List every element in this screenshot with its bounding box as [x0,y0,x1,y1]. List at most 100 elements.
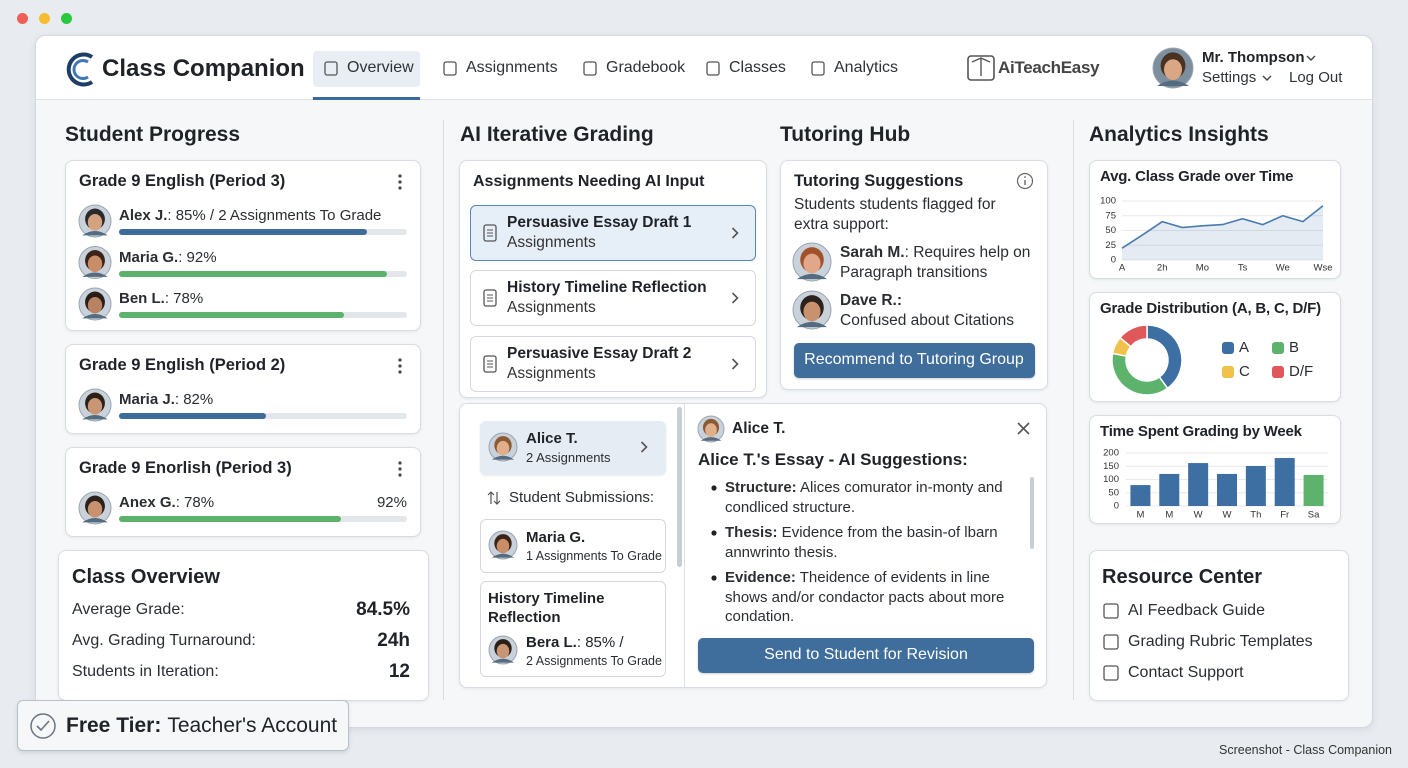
class-card [65,344,421,434]
submissions-heading: Student Submissions: [509,489,655,507]
section-title: Tutoring Hub [780,123,911,147]
suggestion-text: Theidence of evidents in line shows and/… [725,569,1005,625]
assignment-sub: Assignments [507,364,596,382]
screenshot-caption: Screenshot - Class Companion [1219,742,1392,757]
student-name: Sarah M. [840,244,905,261]
suggestion: Structure: Alices comurator in-monty and… [725,478,1015,517]
suggestion-text: Evidence from the basin-of lbarn annwrin… [725,524,998,561]
student-row: Bera L.: 85% / [526,633,624,653]
button-label[interactable]: Recommend to Tutoring Group [804,350,1024,368]
free-tier-label: Free Tier: [66,714,162,738]
chart-title: Grade Distribution (A, B, C, D/F) [1100,300,1321,318]
progress-fill [119,312,344,318]
chart-title: Avg. Class Grade over Time [1100,168,1294,186]
review-title: Alice T.'s Essay - AI Suggestions: [698,449,968,469]
class-name: Grade 9 Enorlish (Period 3) [79,459,292,478]
assignment-item[interactable] [470,270,756,326]
column-divider [443,120,444,700]
nav-label[interactable]: Classes [729,58,786,76]
student-note: : [896,292,903,309]
student-extra: 92% [376,494,407,512]
class-name: Grade 9 English (Period 3) [79,172,286,191]
stat-label: Average Grade: [72,600,185,618]
nav-label[interactable]: Gradebook [606,58,686,76]
revision-button[interactable] [698,638,1034,673]
suggestion-label: Evidence: [725,569,796,586]
nav-label[interactable]: Analytics [834,58,899,76]
student-detail: 2 Assignments [526,449,611,465]
brand-name: AiTeachEasy [998,57,1100,77]
student-row: Maria J.: 82% [119,390,213,410]
progress-fill [119,270,387,277]
suggestion: Thesis: Evidence from the basin-of lbarn… [725,523,1015,562]
free-tier-badge [17,700,349,751]
submission-title: History Timeline Reflection [488,590,605,626]
student-detail: : 78% [164,290,204,308]
student-row: Ben L.: 78% [119,289,203,309]
student-detail: : 78% [175,494,215,512]
nav-label[interactable]: Assignments [466,58,558,76]
window-dot [39,13,50,24]
nav-label[interactable]: Overview [347,58,414,76]
progress-fill [119,516,341,522]
student-name: Dave R. [840,292,897,309]
assignment-item[interactable] [470,336,756,392]
scrollbar [677,407,682,567]
section-title: Student Progress [65,123,241,147]
assignment-sub: Assignments [507,233,596,251]
suggestion-label: Structure: [725,479,797,496]
logout-link[interactable]: Log Out [1289,69,1343,87]
assignment-title[interactable]: History Timeline Reflection [507,278,707,296]
card-title: Resource Center [1102,566,1263,588]
class-name: Grade 9 English (Period 2) [79,356,286,375]
scrollbar [1030,477,1034,549]
student-note: : Requires help on Paragraph transitions [840,244,1031,281]
free-tier-account: Teacher's Account [167,714,338,738]
tutoring-intro: Students students flagged for extra supp… [794,196,996,233]
student-name: Maria J. [119,391,175,409]
section-title: Analytics Insights [1089,123,1269,147]
user-name[interactable]: Mr. Thompson [1202,49,1305,67]
student-detail: : 92% [178,248,217,266]
class-overview-card [58,550,429,701]
resource-link[interactable]: AI Feedback Guide [1128,601,1265,619]
student-score: : 85% / [576,634,624,652]
panel-title: Assignments Needing AI Input [473,172,705,190]
assignment-title[interactable]: Persuasive Essay Draft 2 [507,344,692,362]
class-card [65,160,421,331]
stat-label: Students in Iteration: [72,662,219,680]
class-card [65,447,421,537]
review-student: Alice T. [732,419,786,437]
flagged-student: Dave R.: [840,291,1035,311]
assignment-item[interactable] [470,205,756,261]
student-row: Anex G.: 78% [119,493,214,513]
assignment-title[interactable]: Persuasive Essay Draft 1 [507,213,692,231]
card-title: Class Overview [72,566,220,588]
progress-fill [119,229,367,235]
student-name: Alice T. [526,430,578,448]
chart-title: Time Spent Grading by Week [1100,423,1302,441]
submission-item[interactable] [480,519,666,573]
student-detail: : 85% / 2 Assignments To Grade [167,207,382,225]
student-name: Alex J. [119,207,168,225]
resource-link[interactable]: Contact Support [1128,663,1244,681]
student-name: Anex G. [119,494,176,512]
column-divider [1073,120,1074,700]
student-detail: 2 Assignments To Grade [526,653,662,668]
panel-split [684,404,685,687]
button-label[interactable]: Send to Student for Revision [764,645,968,663]
window-dot [17,13,28,24]
settings-link[interactable]: Settings [1202,69,1257,87]
progress-fill [119,413,266,419]
section-title: AI Iterative Grading [460,123,654,147]
student-note: Confused about Citations [840,312,1015,329]
tutoring-button[interactable] [794,343,1035,378]
student-name: Maria G. [119,248,179,266]
window-dot [61,13,72,24]
resource-link[interactable]: Grading Rubric Templates [1128,632,1313,650]
panel-title: Tutoring Suggestions [794,172,964,191]
app-logo-title: Class Companion [102,55,305,83]
stat-value: 84.5% [356,598,410,620]
stat-label: Avg. Grading Turnaround: [72,631,256,649]
